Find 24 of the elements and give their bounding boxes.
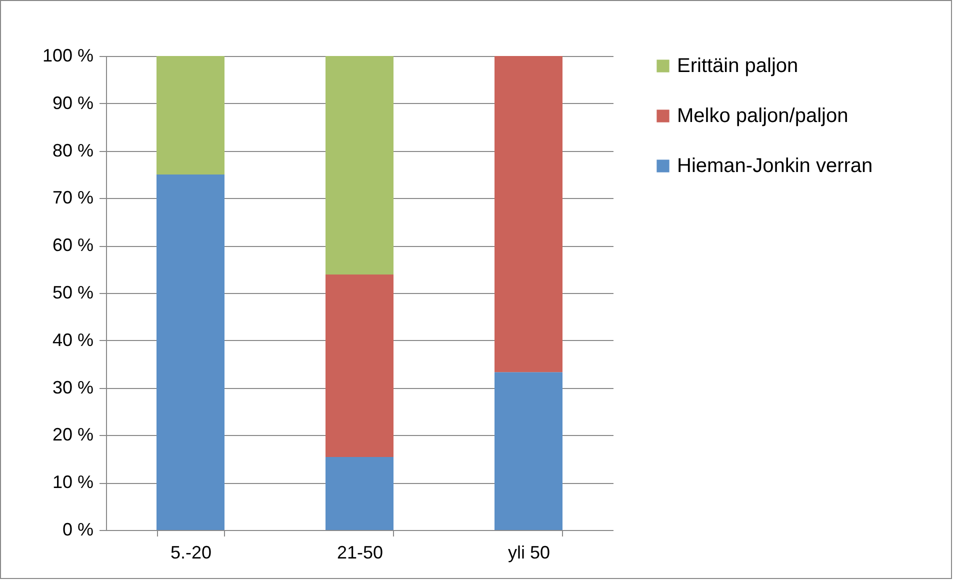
y-tick-label: 40 % — [52, 330, 94, 350]
y-tick-label: 20 % — [52, 424, 94, 445]
y-tick-label: 90 % — [52, 92, 94, 113]
bar — [156, 56, 224, 174]
y-tick-label: 80 % — [52, 140, 94, 160]
bar — [326, 457, 394, 530]
x-tick-label: yli 50 — [508, 542, 550, 562]
y-tick-label: 70 % — [52, 188, 94, 208]
legend-label: Melko paljon/paljon — [677, 105, 848, 127]
y-tick-label: 100 % — [42, 46, 94, 66]
bar — [156, 174, 224, 530]
bar — [494, 56, 562, 372]
x-tick-label: 21-50 — [336, 542, 384, 562]
bar — [494, 372, 562, 530]
bar — [326, 56, 394, 275]
legend-label: Erittäin paljon — [677, 55, 798, 77]
x-tick-label: 5.-20 — [170, 542, 212, 562]
y-tick-label: 10 % — [52, 472, 94, 492]
y-tick-label: 30 % — [52, 377, 94, 398]
y-tick-label: 0 % — [62, 520, 94, 540]
bar — [326, 274, 394, 458]
y-tick-label: 60 % — [52, 235, 94, 256]
y-tick-label: 50 % — [52, 282, 94, 302]
legend-label: Hieman-Jonkin verran — [677, 155, 873, 177]
